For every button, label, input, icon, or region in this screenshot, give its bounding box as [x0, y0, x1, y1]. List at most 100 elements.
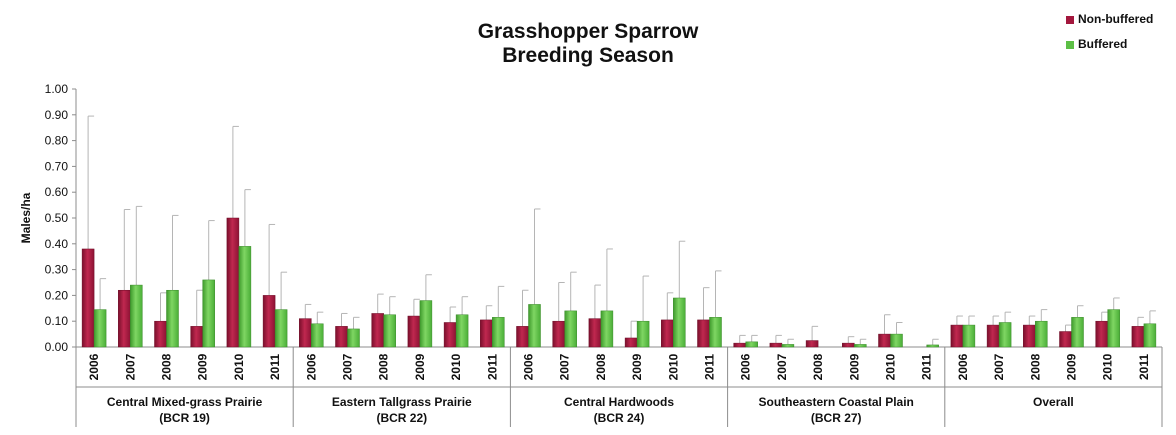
bar-buffered [93, 309, 107, 348]
y-tick-label: 0.70 [45, 159, 69, 173]
x-tick-label-2007: 2007 [341, 353, 355, 380]
bar-non-buffered [407, 315, 421, 348]
x-tick-label-2010: 2010 [1101, 353, 1115, 380]
bar-buffered [130, 284, 143, 348]
x-tick-label-2007: 2007 [992, 353, 1006, 380]
bar-non-buffered [878, 333, 891, 348]
x-tick-label-2010: 2010 [666, 353, 680, 380]
y-axis-label: Males/ha [19, 192, 33, 243]
bar-non-buffered [335, 326, 348, 348]
bar-non-buffered [842, 342, 855, 348]
group-label: Southeastern Coastal Plain [759, 395, 914, 409]
bar-buffered [1071, 317, 1084, 348]
group-label: Overall [1033, 395, 1074, 409]
bar-non-buffered [661, 319, 674, 348]
bar-non-buffered [1023, 324, 1036, 348]
bar-buffered [238, 246, 252, 348]
y-tick-label: 0.20 [45, 288, 69, 302]
bar-non-buffered [1131, 326, 1145, 348]
bar-non-buffered [371, 313, 384, 348]
group-code-label: (BCR 19) [159, 411, 210, 425]
chart-title: Grasshopper Sparrow Breeding Season [477, 20, 699, 67]
x-tick-label-2009: 2009 [1065, 353, 1079, 380]
bar-buffered [1143, 323, 1157, 348]
x-tick-label-2009: 2009 [196, 353, 210, 380]
bar-non-buffered [154, 320, 167, 348]
x-tick-label-2011: 2011 [703, 354, 717, 380]
bar-non-buffered [805, 340, 819, 348]
bar-non-buffered [697, 319, 710, 348]
bar-non-buffered [1095, 320, 1108, 348]
x-tick-label-2011: 2011 [1137, 354, 1151, 380]
legend: Non-buffered Buffered [1066, 12, 1153, 51]
group-code-label: (BCR 22) [376, 411, 427, 425]
x-tick-label-2011: 2011 [268, 354, 282, 380]
bar-buffered [564, 310, 577, 348]
bar-non-buffered [733, 342, 746, 348]
x-tick-label-2009: 2009 [847, 353, 861, 380]
legend-item-non-buffered: Non-buffered [1066, 12, 1153, 26]
legend-item-buffered: Buffered [1066, 37, 1153, 51]
bar-non-buffered [1059, 331, 1072, 348]
bar-non-buffered [190, 326, 203, 348]
x-tick-label-2010: 2010 [884, 353, 898, 380]
x-tick-label-2006: 2006 [87, 353, 101, 380]
bar-non-buffered [986, 324, 1000, 348]
x-tick-label-2007: 2007 [558, 353, 572, 380]
bar-buffered [673, 297, 686, 348]
x-tick-label-2008: 2008 [160, 353, 174, 380]
bar-buffered [492, 317, 505, 348]
x-tick-label-2008: 2008 [377, 353, 391, 380]
bar-buffered [311, 323, 324, 348]
bar-buffered [274, 309, 288, 348]
x-tick-label-2006: 2006 [522, 353, 536, 380]
x-tick-label-2008: 2008 [1028, 353, 1042, 380]
bar-buffered [347, 328, 360, 348]
bar-non-buffered [769, 342, 783, 348]
bar-non-buffered [950, 324, 964, 348]
bar-buffered [419, 300, 433, 348]
x-tick-label-2010: 2010 [449, 353, 463, 380]
group-label: Central Hardwoods [564, 395, 674, 409]
x-tick-label-2008: 2008 [811, 353, 825, 380]
x-tick-label-2008: 2008 [594, 353, 608, 380]
x-tick-label-2010: 2010 [232, 353, 246, 380]
x-tick-label-2011: 2011 [920, 354, 934, 380]
bar-non-buffered [516, 326, 529, 348]
bar-buffered [166, 289, 179, 348]
x-tick-label-2006: 2006 [304, 353, 318, 380]
x-tick-label-2006: 2006 [956, 353, 970, 380]
y-tick-label: 0.00 [45, 340, 69, 354]
x-tick-label-2007: 2007 [775, 353, 789, 380]
bar-non-buffered [299, 318, 312, 348]
bar-buffered [1107, 309, 1120, 348]
group-code-label: (BCR 27) [811, 411, 862, 425]
group-label: Central Mixed-grass Prairie [107, 395, 263, 409]
y-tick-label: 0.10 [45, 314, 69, 328]
bar-non-buffered [552, 320, 565, 348]
y-tick-label: 0.90 [45, 108, 69, 122]
bar-non-buffered [624, 337, 638, 348]
bar-buffered [528, 304, 541, 348]
bar-buffered [854, 344, 867, 348]
y-tick-label: 0.80 [45, 134, 69, 148]
bar-non-buffered [443, 322, 457, 348]
bar-buffered [600, 310, 614, 348]
y-tick-label: 0.60 [45, 185, 69, 199]
bar-buffered [636, 320, 650, 348]
bar-buffered [998, 322, 1012, 348]
bar-non-buffered [81, 248, 95, 348]
group-label: Eastern Tallgrass Prairie [332, 395, 472, 409]
y-tick-label: 1.00 [45, 82, 69, 96]
legend-swatch-non-buffered [1066, 16, 1074, 24]
bar-buffered [1035, 320, 1048, 348]
bar-buffered [926, 344, 939, 348]
bar-buffered [455, 314, 469, 348]
bar-buffered [202, 279, 215, 348]
bar-buffered [781, 344, 795, 348]
bar-buffered [962, 324, 976, 348]
bar-non-buffered [118, 289, 131, 348]
y-tick-label: 0.30 [45, 263, 69, 277]
y-tick-label: 0.40 [45, 237, 69, 251]
